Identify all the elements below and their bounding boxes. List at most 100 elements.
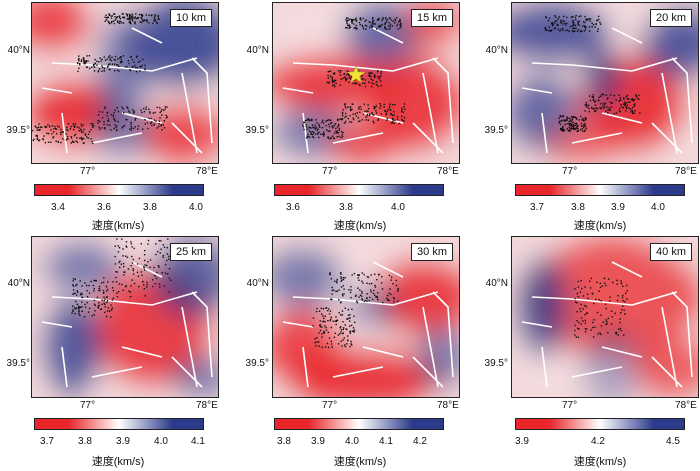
- earthquake-marker: [76, 290, 78, 292]
- earthquake-marker: [88, 131, 91, 133]
- earthquake-marker: [50, 141, 52, 143]
- lat-label-top: 40°N: [246, 278, 269, 289]
- earthquake-marker: [385, 114, 387, 116]
- earthquake-marker: [634, 110, 636, 112]
- earthquake-marker: [342, 77, 344, 79]
- earthquake-marker: [365, 19, 367, 21]
- earthquake-marker: [324, 325, 326, 327]
- earthquake-marker: [373, 76, 376, 78]
- earthquake-marker: [158, 18, 160, 20]
- earthquake-marker: [619, 107, 621, 110]
- earthquake-marker: [328, 337, 331, 339]
- earthquake-marker: [573, 125, 575, 127]
- earthquake-marker: [307, 133, 309, 135]
- earthquake-marker: [349, 332, 351, 334]
- earthquake-marker: [97, 114, 100, 116]
- earthquake-marker: [340, 70, 342, 72]
- earthquake-marker: [566, 22, 568, 25]
- earthquake-marker: [165, 114, 167, 117]
- earthquake-marker: [589, 18, 591, 20]
- velocity-anomalies: [273, 237, 459, 397]
- earthquake-marker: [303, 128, 305, 131]
- earthquake-marker: [110, 17, 113, 19]
- earthquake-marker: [333, 84, 335, 86]
- earthquake-marker: [328, 137, 330, 140]
- earthquake-marker: [80, 128, 82, 130]
- earthquake-marker: [592, 326, 594, 329]
- earthquake-marker: [350, 296, 352, 299]
- earthquake-marker: [388, 106, 391, 109]
- earthquake-marker: [98, 285, 101, 288]
- earthquake-marker: [348, 289, 350, 291]
- earthquake-marker: [383, 103, 385, 106]
- earthquake-marker: [41, 126, 43, 129]
- earthquake-marker: [104, 311, 106, 313]
- earthquake-marker: [589, 99, 592, 102]
- earthquake-marker: [116, 125, 118, 127]
- earthquake-marker: [368, 72, 370, 74]
- earthquake-marker: [622, 300, 624, 302]
- earthquake-marker: [374, 294, 376, 296]
- earthquake-marker: [585, 18, 587, 20]
- earthquake-marker: [121, 61, 123, 63]
- earthquake-marker: [332, 127, 334, 129]
- earthquake-marker: [36, 138, 39, 140]
- earthquake-marker: [316, 341, 318, 343]
- fault-line: [611, 27, 643, 44]
- earthquake-marker: [591, 107, 593, 109]
- earthquake-marker: [392, 283, 394, 285]
- fault-line: [41, 321, 73, 328]
- earthquake-marker: [561, 129, 563, 131]
- earthquake-marker: [130, 129, 132, 131]
- earthquake-marker: [51, 133, 53, 135]
- earthquake-marker: [345, 19, 347, 21]
- earthquake-marker: [345, 328, 347, 330]
- earthquake-marker: [162, 254, 164, 257]
- earthquake-marker: [366, 300, 368, 302]
- earthquake-marker: [143, 266, 145, 268]
- earthquake-marker: [117, 245, 119, 247]
- earthquake-marker: [380, 113, 382, 115]
- earthquake-marker: [123, 112, 125, 114]
- earthquake-marker: [142, 19, 144, 21]
- earthquake-marker: [156, 106, 158, 109]
- earthquake-marker: [144, 64, 146, 67]
- earthquake-marker: [84, 60, 87, 62]
- earthquake-marker: [319, 126, 321, 128]
- earthquake-marker: [569, 130, 571, 132]
- earthquake-marker: [329, 319, 331, 322]
- velocity-anomalies: [512, 3, 698, 163]
- earthquake-marker: [153, 124, 155, 126]
- lat-label-top: 40°N: [485, 45, 508, 56]
- earthquake-marker: [582, 295, 585, 297]
- fault-line: [521, 87, 553, 94]
- earthquake-marker: [388, 21, 390, 24]
- earthquake-marker: [402, 111, 404, 113]
- earthquake-marker: [572, 31, 574, 33]
- earthquake-marker: [81, 301, 83, 303]
- earthquake-marker: [394, 18, 396, 20]
- earthquake-marker: [377, 299, 379, 301]
- fault-line: [432, 291, 454, 378]
- earthquake-marker: [340, 331, 342, 333]
- earthquake-marker: [371, 23, 373, 25]
- earthquake-marker: [624, 101, 626, 103]
- earthquake-marker: [392, 114, 394, 117]
- earthquake-marker: [96, 64, 98, 66]
- earthquake-marker: [139, 21, 141, 23]
- earthquake-marker: [322, 315, 324, 317]
- earthquake-marker: [308, 119, 311, 122]
- earthquake-marker: [382, 18, 384, 20]
- earthquake-marker: [65, 128, 68, 131]
- earthquake-marker: [587, 18, 589, 20]
- earthquake-marker: [360, 108, 362, 110]
- fault-line: [362, 346, 404, 358]
- earthquake-marker: [166, 106, 168, 108]
- earthquake-marker: [609, 300, 611, 302]
- earthquake-marker: [312, 131, 314, 133]
- earthquake-marker: [551, 22, 553, 24]
- earthquake-marker: [147, 127, 149, 130]
- earthquake-marker: [629, 101, 631, 103]
- earthquake-marker: [158, 240, 160, 242]
- earthquake-marker: [334, 280, 336, 282]
